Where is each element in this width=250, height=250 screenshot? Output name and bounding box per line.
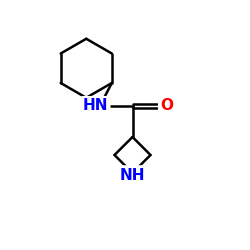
Text: HN: HN <box>83 98 108 113</box>
Text: NH: NH <box>120 168 145 182</box>
Text: O: O <box>160 98 173 113</box>
